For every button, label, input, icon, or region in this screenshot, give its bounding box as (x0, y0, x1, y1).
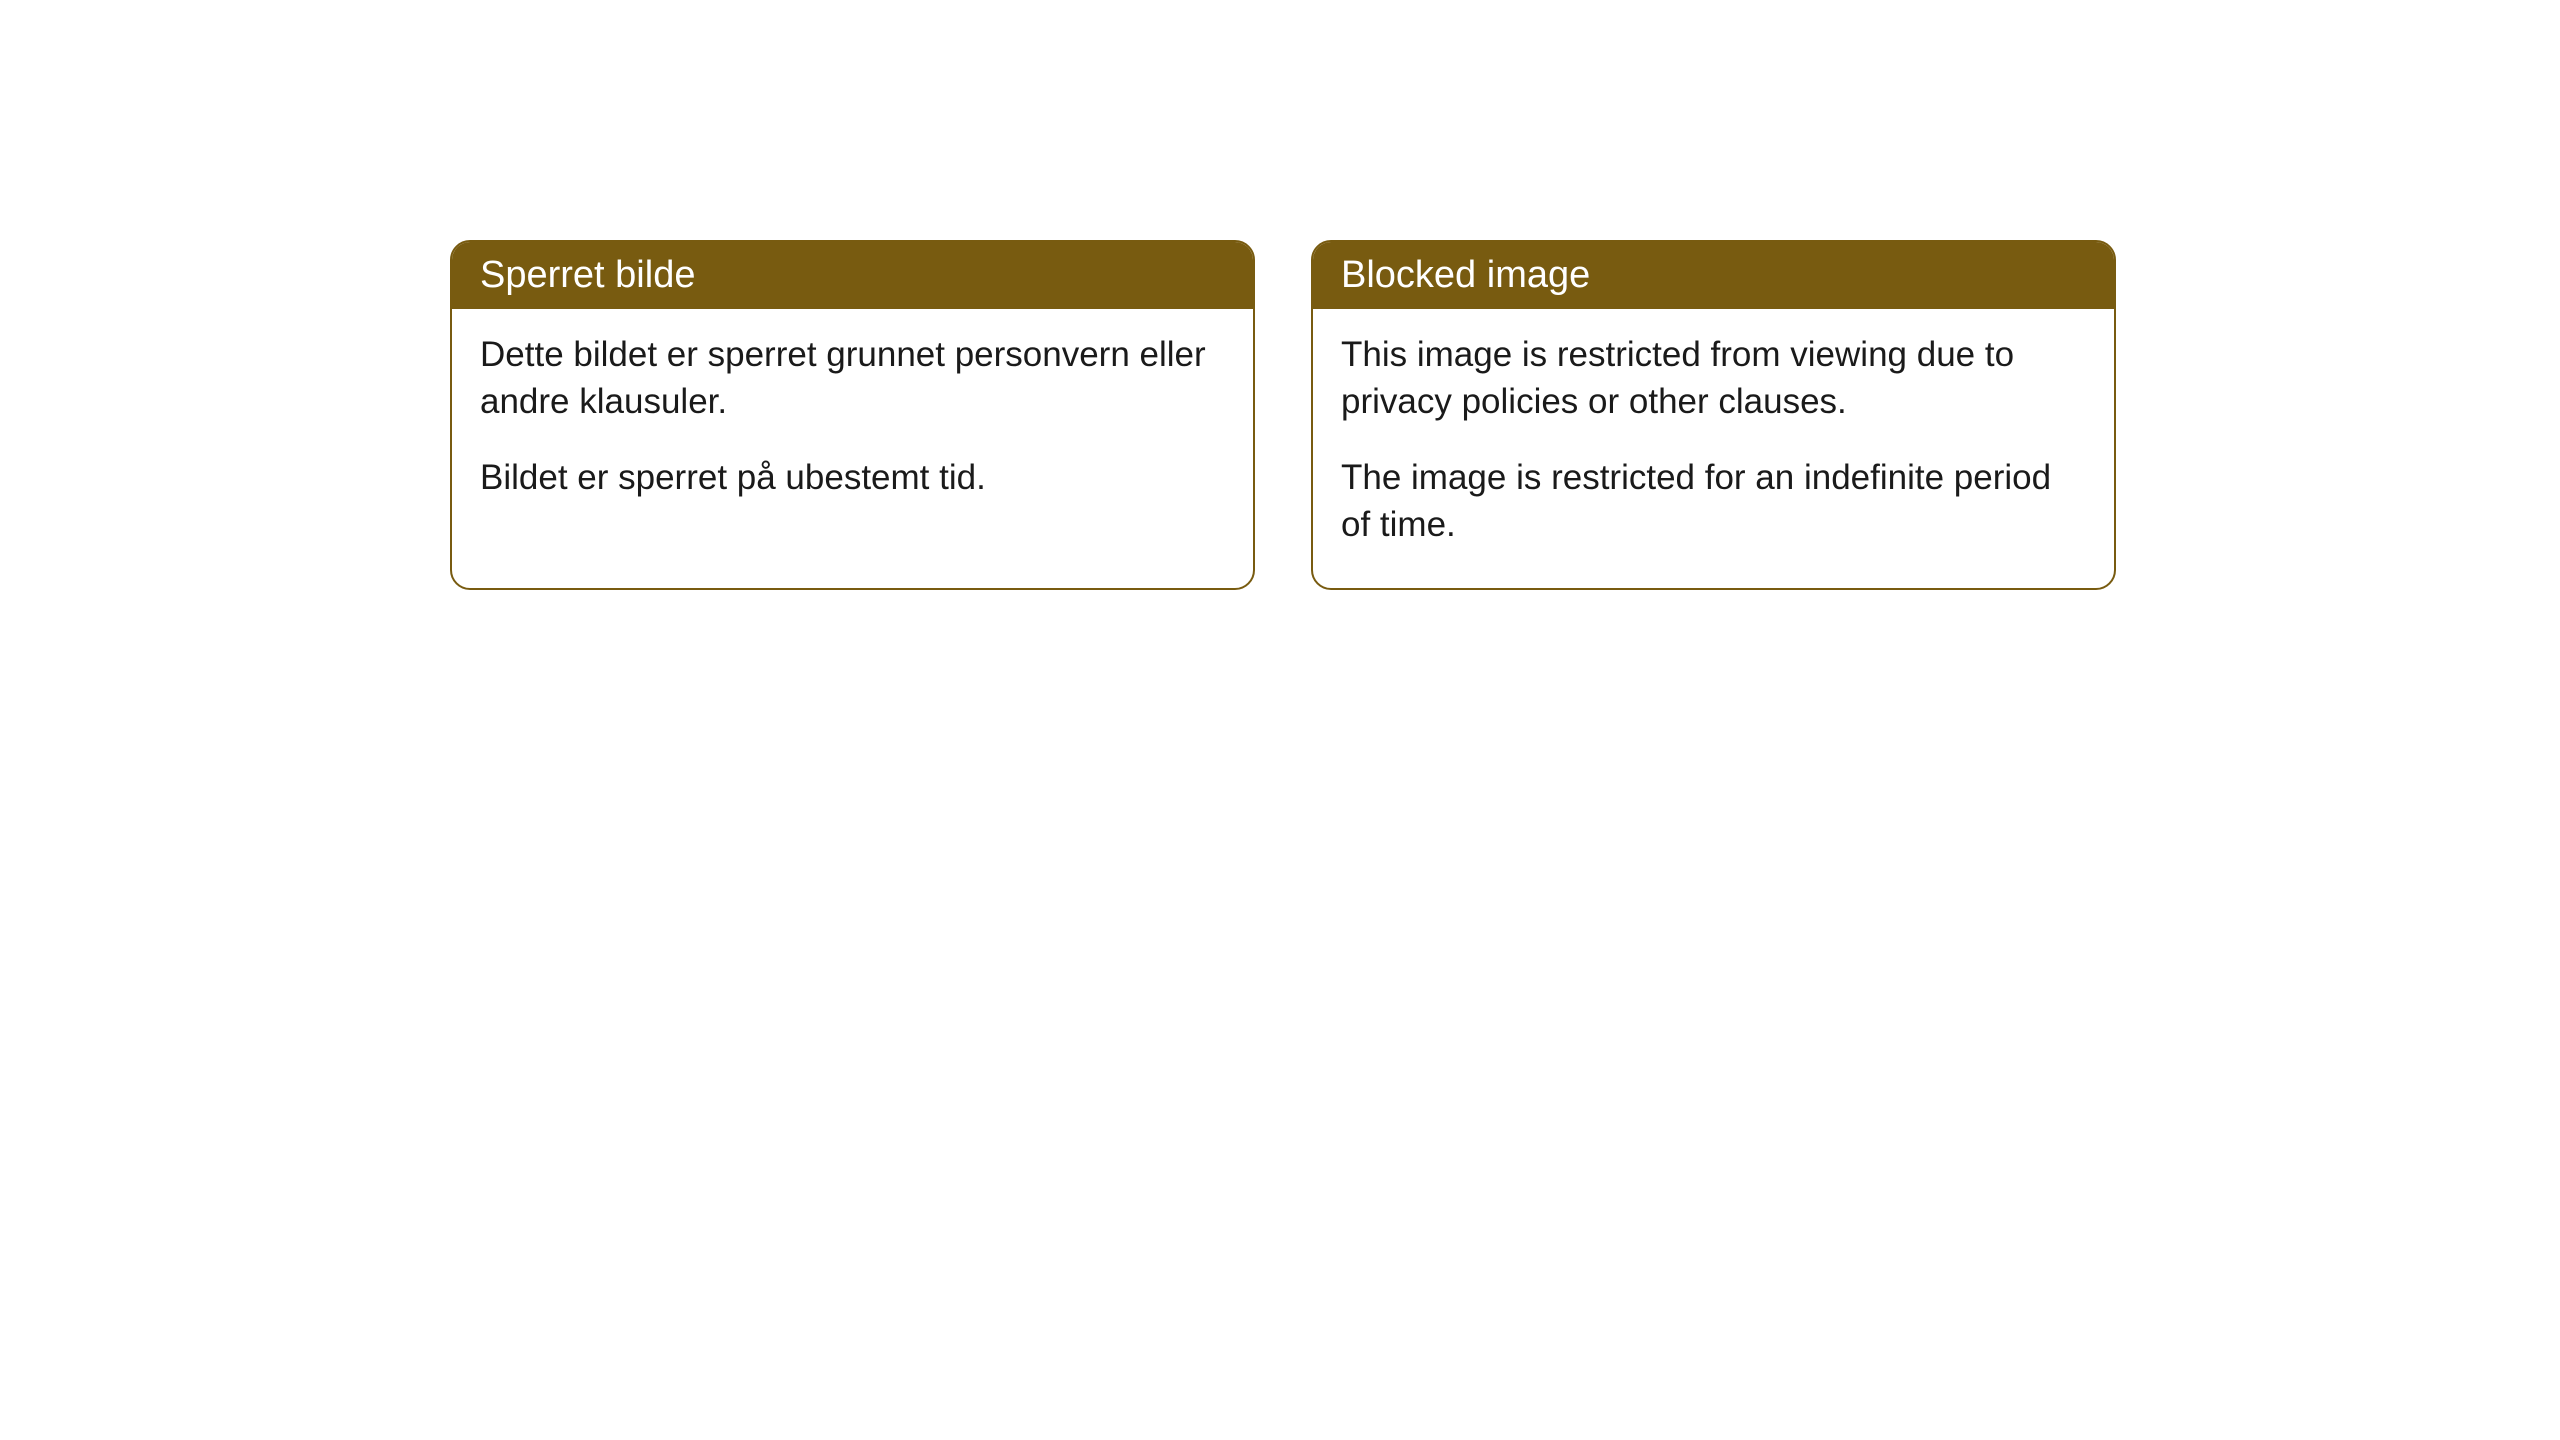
blocked-image-notices: Sperret bilde Dette bildet er sperret gr… (0, 0, 2560, 590)
card-header-norwegian: Sperret bilde (452, 242, 1253, 309)
card-paragraph-norwegian-1: Dette bildet er sperret grunnet personve… (480, 331, 1225, 426)
card-paragraph-english-2: The image is restricted for an indefinit… (1341, 454, 2086, 549)
card-body-english: This image is restricted from viewing du… (1313, 309, 2114, 588)
blocked-image-card-english: Blocked image This image is restricted f… (1311, 240, 2116, 590)
card-header-english: Blocked image (1313, 242, 2114, 309)
card-body-norwegian: Dette bildet er sperret grunnet personve… (452, 309, 1253, 541)
card-paragraph-norwegian-2: Bildet er sperret på ubestemt tid. (480, 454, 1225, 501)
blocked-image-card-norwegian: Sperret bilde Dette bildet er sperret gr… (450, 240, 1255, 590)
card-paragraph-english-1: This image is restricted from viewing du… (1341, 331, 2086, 426)
